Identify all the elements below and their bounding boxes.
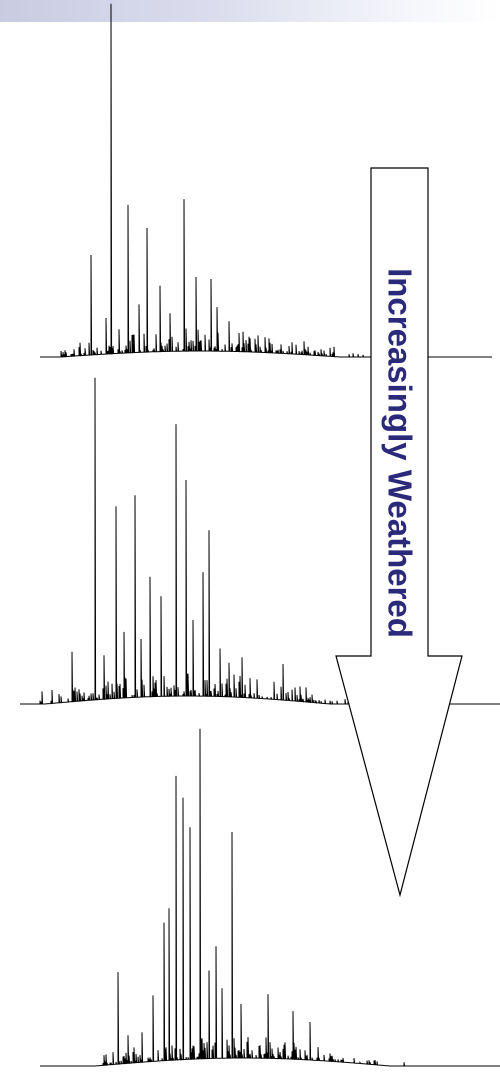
arrow-label: Increasingly Weathered [382, 268, 419, 638]
chromatogram-bottom [40, 728, 500, 1067]
down-arrow-icon [335, 167, 463, 898]
header-band [0, 0, 500, 22]
chromatogram-trace-bottom [40, 728, 500, 1067]
weathering-arrow: Increasingly Weathered [335, 167, 463, 898]
